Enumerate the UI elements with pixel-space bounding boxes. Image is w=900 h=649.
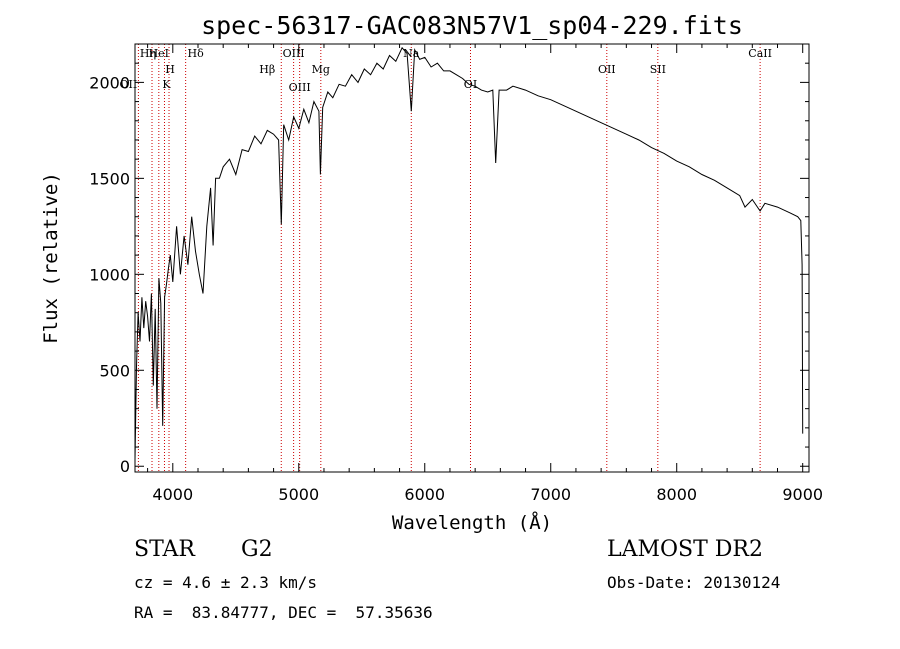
spectral-line-label: Na xyxy=(403,47,420,60)
survey-name: LAMOST DR2 xyxy=(607,537,763,562)
chart-title: spec-56317-GAC083N57V1_sp04-229.fits xyxy=(201,11,743,40)
x-tick-label: 8000 xyxy=(656,485,697,504)
y-tick-label: 2000 xyxy=(89,73,130,92)
spectral-line-label: OIII xyxy=(289,81,311,94)
x-tick-label: 5000 xyxy=(278,485,319,504)
object-subclass: G2 xyxy=(241,537,273,562)
y-tick-label: 500 xyxy=(99,361,130,380)
object-class: STAR xyxy=(134,537,195,562)
spectral-line-label: HeI xyxy=(149,47,169,60)
x-tick-label: 6000 xyxy=(404,485,445,504)
spectral-line-label: SII xyxy=(650,63,666,76)
spectrum-line xyxy=(134,46,804,461)
spectral-line-label: OIII xyxy=(283,47,305,60)
spectral-line-label: Hβ xyxy=(259,63,275,76)
spectral-line-label: OII xyxy=(120,78,138,91)
coordinates: RA = 83.84777, DEC = 57.35636 xyxy=(134,603,433,622)
spectral-line-label: Hδ xyxy=(188,47,205,60)
y-tick-label: 1500 xyxy=(89,169,130,188)
x-tick-label: 9000 xyxy=(782,485,823,504)
x-axis: 4000 5000 6000 7000 8000 9000 xyxy=(147,44,823,504)
spectral-line-label: H xyxy=(165,63,175,76)
observation-date: Obs-Date: 20130124 xyxy=(607,573,781,592)
spectral-line-label: CaII xyxy=(748,47,772,60)
y-tick-label: 0 xyxy=(120,457,130,476)
redshift-value: cz = 4.6 ± 2.3 km/s xyxy=(134,573,318,592)
spectral-line-label: K xyxy=(162,78,171,91)
spectral-line-label: Hη xyxy=(140,47,156,60)
y-axis-label: Flux (relative) xyxy=(40,172,62,344)
plot-frame xyxy=(134,43,810,473)
spectral-line-label: Mg xyxy=(312,63,330,76)
y-axis: 0 500 1000 1500 2000 xyxy=(89,62,809,476)
y-tick-label: 1000 xyxy=(89,265,130,284)
spectral-line-label: OII xyxy=(598,63,616,76)
x-tick-label: 4000 xyxy=(152,485,193,504)
x-axis-label: Wavelength (Å) xyxy=(392,511,552,534)
x-tick-label: 7000 xyxy=(530,485,571,504)
